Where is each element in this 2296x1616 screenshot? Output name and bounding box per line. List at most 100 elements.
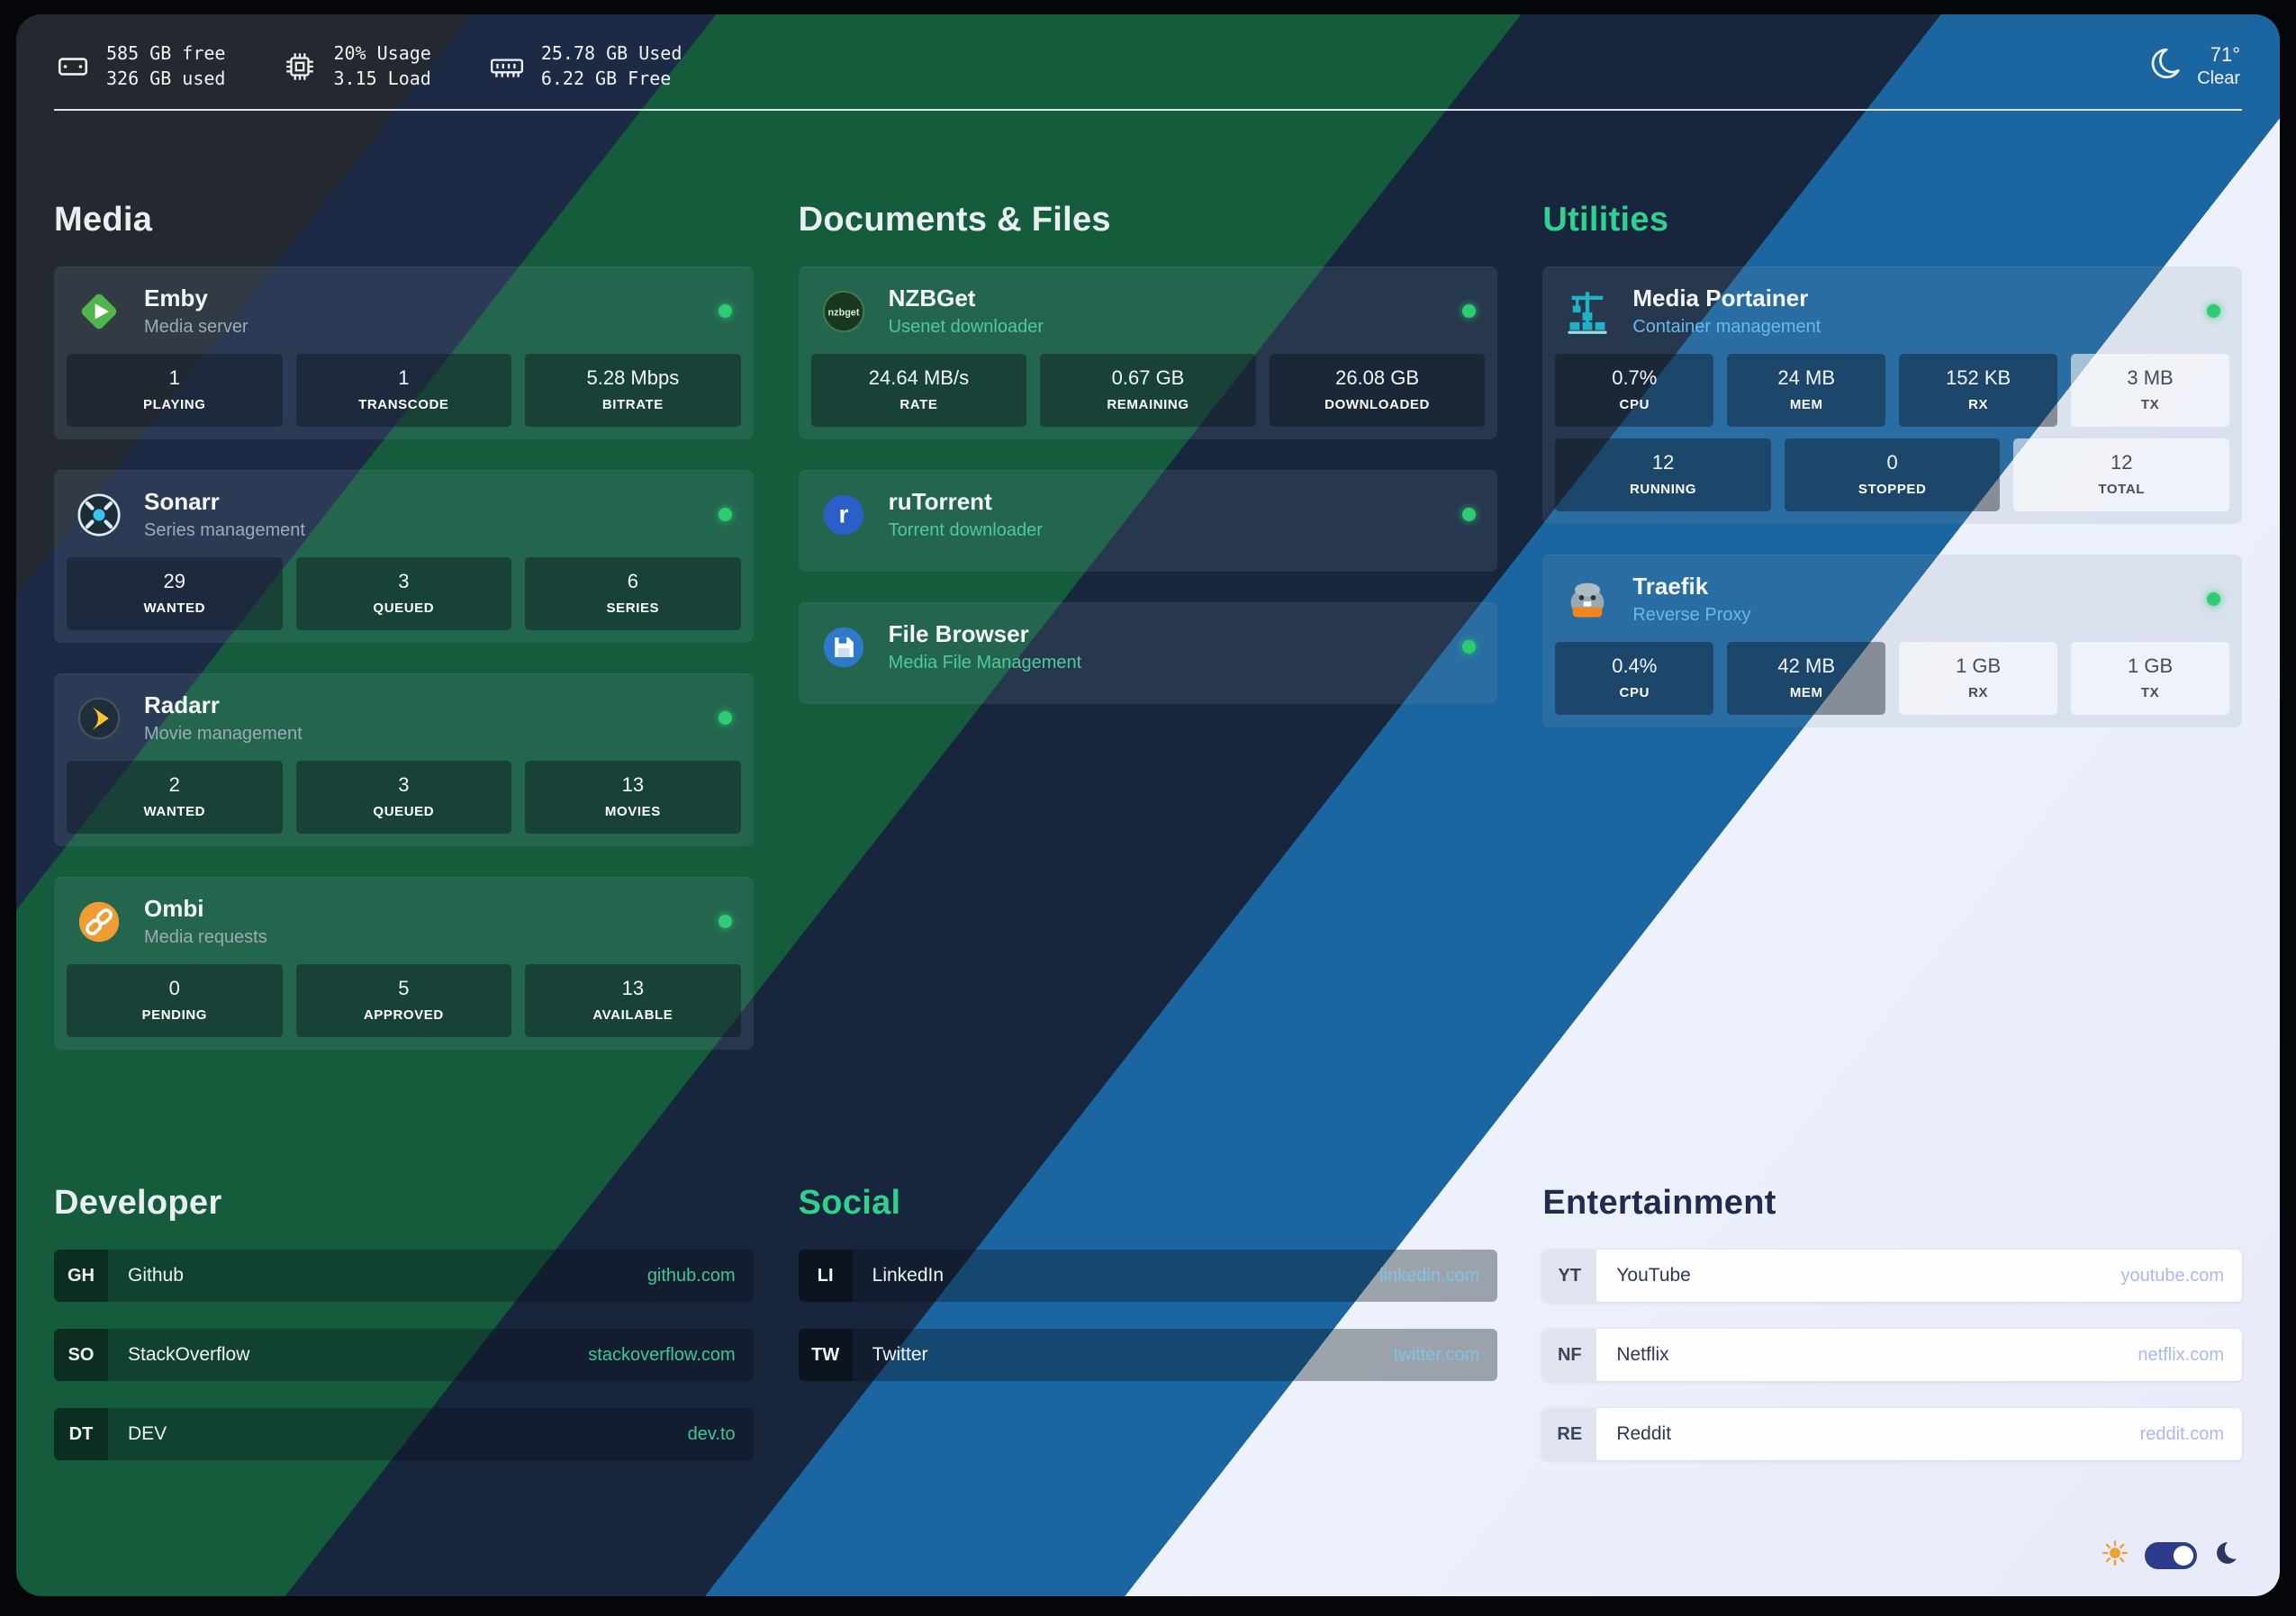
svg-text:nzbget: nzbget [827,307,859,318]
stat-label: MEM [1789,685,1823,701]
app-name: Sonarr [144,488,220,516]
app-name: NZBGet [888,284,976,312]
stat-value: 12 [1651,451,1675,474]
app-card-media-portainer[interactable]: Media Portainer Container management 0.7… [1542,266,2242,525]
stat-label: TRANSCODE [358,397,449,413]
bookmark-section-developer: Developer GH Github github.com SO StackO… [54,1184,754,1487]
disk-icon [56,50,90,84]
stat-cell: 6 SERIES [525,557,741,631]
section-title-entertainment: Entertainment [1542,1184,1776,1223]
theme-toggle[interactable] [2145,1541,2197,1569]
stat-cell: 0.4% CPU [1555,642,1714,716]
bookmark-linkedin[interactable]: LI LinkedIn linkedin.com [798,1250,1498,1303]
stat-cell: 3 MB TX [2071,354,2230,428]
stat-value: 1 [168,366,180,390]
bookmark-netflix[interactable]: NF Netflix netflix.com [1542,1329,2242,1382]
app-card-traefik[interactable]: Traefik Reverse Proxy 0.4% CPU 42 MB MEM [1542,555,2242,728]
stat-cell: 0 STOPPED [1784,438,2001,512]
app-card-file-browser[interactable]: File Browser Media File Management [798,602,1498,705]
disk-used: 326 GB used [106,67,226,89]
top-stats-bar: 585 GB free 326 GB used 20% Usage 3.15 L… [16,14,2280,109]
app-card-ombi[interactable]: Ombi Media requests 0 PENDING 5 APPROVED [54,877,754,1051]
stat-value: 3 MB [2127,366,2174,390]
app-card-sonarr[interactable]: Sonarr Series management 29 WANTED 3 QUE… [54,470,754,644]
app-name: ruTorrent [888,488,992,516]
stat-label: TX [2140,685,2160,701]
bookmark-section-entertainment: Entertainment YT YouTube youtube.com NF … [1542,1184,2242,1487]
status-dot [1462,304,1477,319]
sun-icon[interactable] [2102,1539,2129,1571]
status-dot [718,304,732,319]
nzbget-icon: nzbget [820,288,867,335]
bookmark-stackoverflow[interactable]: SO StackOverflow stackoverflow.com [54,1329,754,1382]
app-name: Traefik [1632,573,1709,600]
stat-cell: 0.67 GB REMAINING [1040,354,1256,428]
stat-value: 26.08 GB [1335,366,1420,390]
bookmark-tag: GH [54,1250,108,1303]
bookmark-tag: NF [1542,1329,1597,1382]
dashboard-screen: 585 GB free 326 GB used 20% Usage 3.15 L… [16,14,2280,1596]
cpu-load: 3.15 Load [333,67,431,89]
stat-value: 6 [627,570,638,593]
app-subtitle: Usenet downloader [888,317,1044,338]
app-subtitle: Media server [144,317,249,338]
app-card-emby[interactable]: Emby Media server 1 PLAYING 1 TRANSCODE [54,266,754,440]
memory-stats: 25.78 GB Used 6.22 GB Free [489,41,682,91]
bookmark-name: Reddit [1616,1423,1672,1445]
bookmark-url: linkedin.com [1379,1265,1480,1286]
app-name: Ombi [144,895,204,923]
section-title-media: Media [54,201,153,239]
app-section-utilities: Utilities [1542,201,2242,758]
app-subtitle: Series management [144,520,305,541]
status-dot [2207,304,2220,319]
filebrowser-icon [820,624,867,671]
stat-cell: 1 PLAYING [67,354,283,428]
section-title-social: Social [798,1184,901,1223]
bookmark-tag: TW [798,1329,853,1382]
stat-cell: 0.7% CPU [1555,354,1714,428]
ombi-icon [76,898,122,945]
stat-cell: 13 AVAILABLE [525,964,741,1038]
bookmark-url: dev.to [687,1423,736,1444]
stat-label: CPU [1619,685,1650,701]
bookmark-youtube[interactable]: YT YouTube youtube.com [1542,1250,2242,1303]
section-title-utilities: Utilities [1542,201,1669,239]
stat-cell: 1 GB TX [2071,642,2230,716]
stat-label: QUEUED [373,804,435,820]
app-card-rutorrent[interactable]: r ruTorrent Torrent downloader [798,470,1498,573]
app-card-nzbget[interactable]: nzbget NZBGet Usenet downloader 24.64 MB… [798,266,1498,440]
status-dot [1462,508,1477,522]
bookmark-url: twitter.com [1393,1344,1480,1365]
stat-label: MEM [1789,397,1823,413]
stat-value: 29 [163,570,186,593]
bookmark-url: stackoverflow.com [588,1344,736,1365]
stat-label: PENDING [141,1007,208,1024]
weather-widget: 71° Clear [2145,42,2240,90]
bookmark-github[interactable]: GH Github github.com [54,1250,754,1303]
traefik-icon [1564,576,1611,623]
stat-value: 0.7% [1612,366,1658,390]
bookmark-reddit[interactable]: RE Reddit reddit.com [1542,1408,2242,1461]
memory-icon [489,50,525,84]
bookmark-dev[interactable]: DT DEV dev.to [54,1408,754,1461]
dark-mode-moon-icon[interactable] [2213,1540,2238,1570]
status-dot [2207,592,2220,607]
stat-label: TOTAL [2098,482,2146,498]
theme-toggle-knob [2174,1545,2193,1566]
bookmark-name: LinkedIn [872,1265,945,1286]
apps-grid: Media Emby Media server [16,201,2280,1080]
stat-label: MOVIES [604,804,661,820]
bookmark-url: github.com [646,1265,736,1286]
disk-free: 585 GB free [106,42,226,64]
app-subtitle: Container management [1632,317,1821,338]
stat-value: 24.64 MB/s [868,366,970,390]
bookmark-twitter[interactable]: TW Twitter twitter.com [798,1329,1498,1382]
section-title-developer: Developer [54,1184,222,1223]
stat-label: PLAYING [143,397,206,413]
app-section-documents-files: Documents & Files nzbget NZBGet Usenet d… [798,201,1498,735]
stat-label: RX [1968,685,1989,701]
app-subtitle: Media requests [144,927,267,948]
stat-value: 12 [2110,451,2133,474]
app-subtitle: Media File Management [888,653,1082,673]
app-card-radarr[interactable]: Radarr Movie management 2 WANTED 3 QUEUE… [54,673,754,847]
